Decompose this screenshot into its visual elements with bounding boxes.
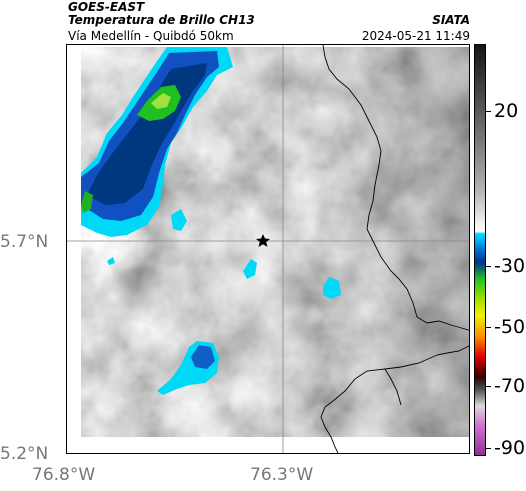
satellite-imagery (67, 45, 470, 454)
cloud-region-blue-south (191, 345, 215, 369)
colorbar-tick-label: -50 (494, 316, 526, 338)
latitude-label: 5.7°N (0, 232, 49, 252)
cloud-region-green-sw (81, 191, 93, 213)
colorbar-gradient (475, 45, 485, 455)
satellite-map[interactable] (66, 44, 470, 454)
latitude-label: 5.2°N (0, 444, 49, 464)
region-label: Vía Medellín - Quibdó 50km (68, 29, 234, 43)
colorbar-tick-label: -70 (494, 375, 526, 397)
cloud-spur-cyan (171, 209, 187, 231)
longitude-label: 76.3°W (250, 465, 314, 485)
colorbar-tick (486, 386, 491, 387)
cloud-cell-center (243, 259, 257, 279)
longitude-label: 76.8°W (32, 465, 96, 485)
star-icon (256, 234, 270, 247)
satellite-source-label: GOES-EAST (68, 0, 145, 14)
blank-left-strip (67, 45, 81, 453)
colorbar-tick-label: -90 (494, 437, 526, 459)
boundary-line-spur (384, 368, 402, 406)
cloud-region-yellowgreen (151, 93, 171, 109)
cloud-cell-east (323, 277, 341, 299)
colorbar-tick (486, 327, 491, 328)
colorbar-tick-label: -30 (494, 255, 526, 277)
boundary-line (322, 45, 469, 331)
convective-cell-south (157, 341, 219, 395)
organization-label: SIATA (432, 13, 470, 27)
colorbar-tick (486, 266, 491, 267)
colorbar-tick (486, 448, 491, 449)
colorbar (474, 44, 486, 456)
blank-bottom-strip (67, 437, 469, 453)
product-title: Temperatura de Brillo CH13 (68, 13, 255, 27)
colorbar-tick-label: 20 (494, 100, 519, 122)
blank-right-strip (469, 45, 470, 454)
cloud-cell-west (107, 257, 115, 265)
datetime-label: 2024-05-21 11:49 (361, 29, 470, 43)
colorbar-tick (486, 111, 491, 112)
convective-cluster-northwest (81, 47, 233, 237)
boundary-line-south (320, 345, 469, 453)
